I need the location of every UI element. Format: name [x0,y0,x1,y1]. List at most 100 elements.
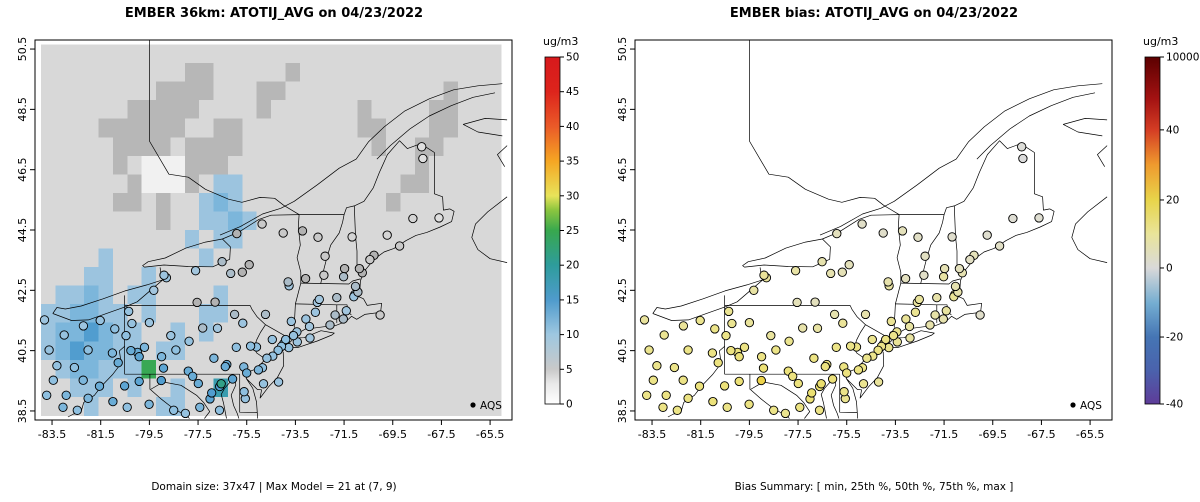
raster-cell [69,285,85,305]
x-tick-label: -77.5 [184,428,212,441]
raster-cell [112,230,128,249]
station-point [72,405,82,415]
raster-cell [342,44,358,64]
raster-cell [429,230,444,249]
raster-cell [472,267,488,287]
raster-cell [41,267,56,287]
station-point [313,232,323,242]
raster-cell [213,63,229,83]
raster-cell [285,81,301,101]
raster-cell [84,359,99,379]
raster-cell [328,100,344,120]
raster-cell [256,230,272,249]
x-tick-label: -73.5 [881,428,909,441]
station-point [365,254,375,265]
raster-cell [472,81,488,101]
raster-cell [429,63,444,83]
x-tick-label: -79.5 [735,428,763,441]
raster-cell [314,396,329,416]
raster-cell [429,341,444,361]
raster-cell [443,230,459,249]
x-tick-label: -83.5 [638,428,666,441]
raster-cell [98,359,114,379]
raster-cell [156,174,171,194]
station-point [784,336,794,346]
station-point [408,213,418,224]
station-point [171,345,181,355]
station-point [325,320,335,330]
raster-cell [386,304,401,324]
station-point [683,393,693,403]
station-point [184,336,194,346]
raster-cell [486,230,502,249]
raster-cell [127,285,143,305]
station-point [888,330,899,341]
raster-cell [98,155,114,175]
raster-cell [357,81,373,101]
raster-cell [429,192,444,212]
raster-cell [141,230,157,249]
station-point [107,348,118,358]
raster-cell [371,378,387,398]
raster-cell [227,248,243,268]
raster-cell [271,248,286,268]
raster-cell [199,211,214,231]
raster-cell [472,396,488,416]
station-point [229,309,240,320]
raster-cell [299,378,315,398]
raster-cell [400,192,416,212]
raster-cell [84,44,99,64]
raster-cell [55,118,71,138]
station-point [820,361,830,372]
raster-cell [400,341,416,361]
y-tick-label: 38.5 [16,399,29,424]
raster-cell [127,63,143,83]
station-point [1018,153,1028,164]
state-border-line [222,140,450,240]
raster-cell [156,211,171,231]
station-point [126,345,136,356]
raster-cell [156,81,171,101]
raster-cell [357,44,373,64]
raster-cell [342,174,358,194]
raster-cell [98,44,114,64]
raster-cell [55,211,71,231]
raster-cell [342,322,358,342]
raster-cell [170,359,186,379]
station-point [925,320,935,330]
station-point [61,390,71,400]
raster-cell [443,322,459,342]
raster-cell [314,100,329,120]
station-point [121,330,131,341]
raster-cell [112,192,128,212]
station-point [652,361,662,371]
raster-cell [429,174,444,194]
raster-cell [227,322,243,342]
station-point [226,268,236,279]
station-point [975,310,985,320]
raster-cell [199,118,214,138]
raster-cell [84,211,99,231]
raster-cell [184,63,200,83]
station-point [237,267,247,277]
raster-cell [457,267,473,287]
station-point [339,263,350,274]
raster-cell [314,155,329,175]
station-point [798,323,808,333]
raster-cell [199,285,214,305]
raster-cell [256,100,272,120]
station-point [727,318,737,329]
station-point [810,297,820,307]
raster-cell [112,63,128,83]
raster-cell [357,322,373,342]
raster-cell [342,396,358,416]
raster-cell [386,341,401,361]
station-point [726,345,736,356]
aqs-legend-label: AQS [1080,400,1102,412]
raster-cell [170,267,186,287]
state-border-line [1071,196,1108,263]
raster-cell [170,192,186,212]
state-border-line [471,196,508,263]
raster-cell [98,63,114,83]
